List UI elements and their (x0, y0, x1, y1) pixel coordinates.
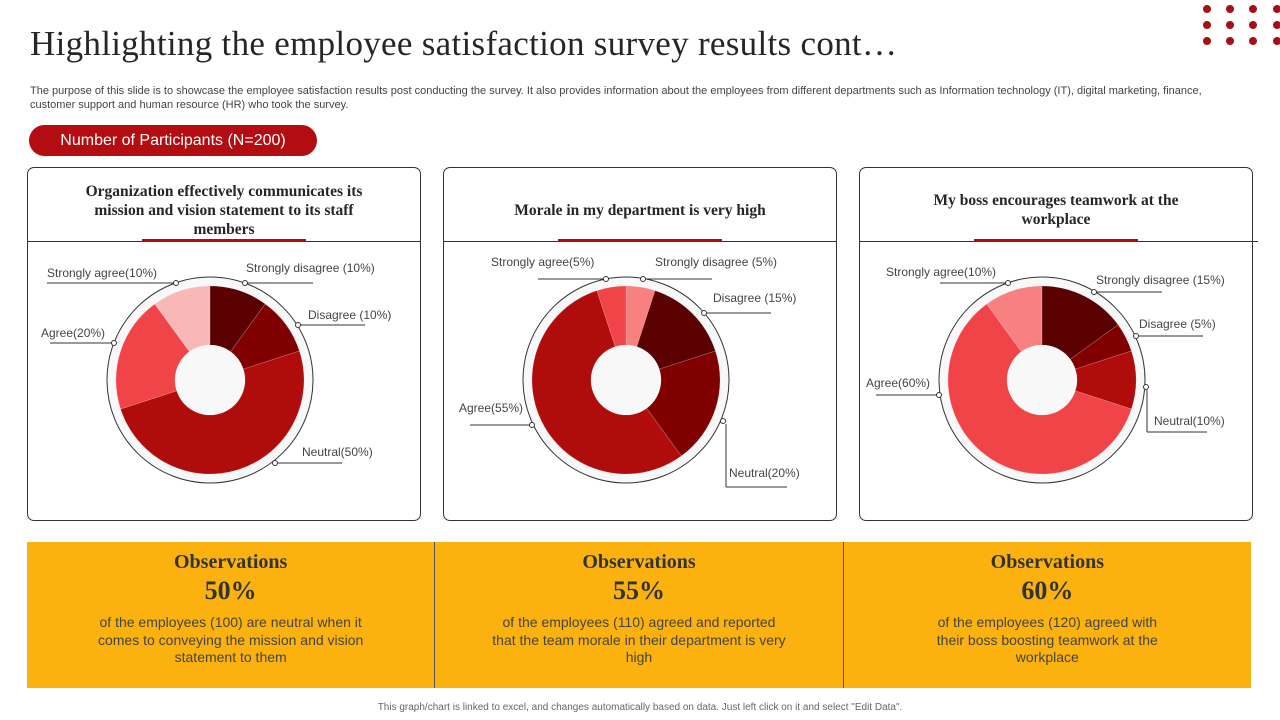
leader-dot (173, 280, 179, 286)
data-label: Strongly disagree (15%) (1096, 273, 1225, 287)
dot (1273, 21, 1280, 29)
donut-slice-disagree (636, 290, 716, 370)
observation-1: Observations 50% of the employees (100) … (27, 542, 434, 688)
dot (1249, 21, 1257, 29)
title-underline (974, 239, 1138, 242)
leader-dot (603, 276, 609, 282)
leader-dot (242, 280, 248, 286)
data-label: Strongly agree(10%) (47, 266, 157, 280)
leader-dot (295, 322, 301, 328)
leader-dot (936, 392, 942, 398)
data-label: Agree(60%) (866, 376, 930, 390)
dot (1226, 5, 1234, 13)
donut-hole (591, 345, 661, 415)
data-label: Strongly disagree (5%) (655, 255, 777, 269)
dot (1273, 37, 1280, 45)
leader-dot (720, 418, 726, 424)
observation-heading: Observations (173, 551, 288, 573)
data-label: Neutral(20%) (729, 466, 800, 480)
donut-slice-neutral (646, 350, 721, 457)
leader-dot (701, 310, 707, 316)
data-label: Agree(55%) (459, 401, 523, 415)
observation-3: Observations 60% of the employees (120) … (842, 542, 1251, 688)
leader-dot (272, 460, 278, 466)
data-label: Neutral(50%) (302, 445, 373, 459)
donut-hole (175, 345, 245, 415)
observation-text: of the employees (100) are neutral when … (97, 614, 364, 665)
observation-2: Observations 55% of the employees (110) … (434, 542, 842, 688)
observation-heading: Observations (582, 551, 696, 573)
title-underline (558, 239, 722, 242)
donut-slice-neutral (120, 350, 305, 475)
dot (1203, 37, 1211, 45)
leader-dot (640, 276, 646, 282)
data-label: Agree(20%) (41, 326, 105, 340)
data-label: Neutral(10%) (1154, 414, 1225, 428)
donut-slice-strongly-disagree (1041, 285, 1119, 360)
participants-badge: Number of Participants (N=200) (29, 125, 317, 156)
leader-dot (1133, 333, 1139, 339)
dot (1273, 5, 1280, 13)
observations-band: Observations 50% of the employees (100) … (27, 542, 1251, 688)
leader-dot (529, 422, 535, 428)
page-title: Highlighting the employee satisfaction s… (30, 24, 898, 63)
data-label: Disagree (10%) (308, 308, 391, 322)
chart-title: Morale in my department is very high (514, 201, 766, 219)
dot (1249, 5, 1257, 13)
leader-dot (1005, 280, 1011, 286)
observation-text: of the employees (110) agreed and report… (492, 614, 786, 665)
data-label: Strongly disagree (10%) (246, 261, 375, 275)
observation-percent: 60% (1021, 576, 1074, 605)
chart-title: Organization effectively communicates it… (85, 182, 363, 238)
footer-note: This graph/chart is linked to excel, and… (377, 702, 903, 713)
title-underline (142, 239, 306, 242)
donut-slice-agree (115, 303, 190, 410)
data-label: Strongly agree(5%) (491, 255, 594, 269)
observation-text: of the employees (120) agreed with their… (936, 614, 1158, 665)
observation-percent: 55% (612, 576, 665, 605)
dot (1226, 21, 1234, 29)
description: The purpose of this slide is to showcase… (30, 85, 1202, 111)
observation-percent: 50% (204, 576, 257, 605)
donut-hole (1007, 345, 1077, 415)
leader-dot (111, 340, 117, 346)
leader-dot (1091, 289, 1097, 295)
data-label: Disagree (5%) (1139, 317, 1216, 331)
dot (1203, 21, 1211, 29)
observation-heading: Observations (990, 551, 1104, 573)
chart-title: My boss encourages teamwork at the workp… (933, 192, 1179, 228)
dot (1226, 37, 1234, 45)
data-label: Strongly agree(10%) (886, 265, 996, 279)
dot (1249, 37, 1257, 45)
dot (1203, 5, 1211, 13)
data-label: Disagree (15%) (713, 291, 796, 305)
leader-dot (1143, 384, 1149, 390)
